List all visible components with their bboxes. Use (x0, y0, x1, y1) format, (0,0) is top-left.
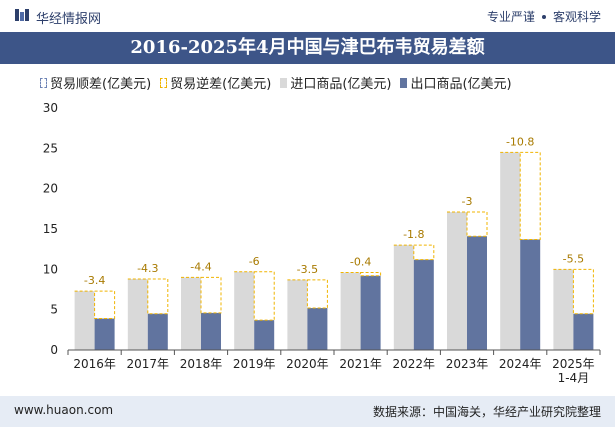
legend-item-surplus: 贸易顺差(亿美元) (40, 73, 151, 92)
import-bar (74, 291, 95, 350)
balance-box (253, 271, 275, 321)
y-tick-label: 10 (43, 262, 58, 276)
balance-data-label: -0.4 (350, 256, 371, 269)
balance-box (200, 276, 222, 314)
legend-swatch-import (280, 77, 288, 88)
balance-data-label: -3 (462, 195, 473, 208)
legend-item-deficit: 贸易逆差(亿美元) (160, 73, 271, 92)
export-bar (413, 259, 434, 350)
balance-box (519, 151, 541, 240)
balance-box (147, 278, 169, 315)
x-tick-label: 2022年 (393, 357, 436, 371)
x-tick-label: 1-4月 (558, 371, 590, 385)
y-tick-label: 0 (50, 343, 58, 357)
export-bar (254, 320, 275, 350)
balance-box (94, 290, 116, 320)
y-tick-label: 15 (43, 222, 58, 236)
slogan-right: 客观科学 (552, 10, 601, 24)
x-tick-label: 2021年 (339, 357, 382, 371)
export-bar (520, 239, 541, 350)
chart-title: 2016-2025年4月中国与津巴布韦贸易差额 (0, 32, 615, 64)
x-tick-label: 2017年 (127, 357, 170, 371)
balance-box (360, 272, 382, 277)
import-bar (447, 212, 467, 350)
x-tick-label: 2025年 (552, 357, 595, 371)
export-bar (467, 236, 487, 350)
balance-box (466, 211, 488, 237)
import-bar (340, 272, 361, 350)
legend-item-export: 出口商品(亿美元) (400, 73, 512, 92)
export-bar (201, 312, 221, 350)
y-tick-label: 5 (50, 303, 58, 317)
balance-data-label: -1.8 (403, 228, 424, 241)
legend-label-surplus: 贸易顺差(亿美元) (50, 77, 152, 92)
import-bar (287, 279, 308, 350)
export-bar (307, 308, 328, 350)
footer-source: 数据来源：中国海关，华经产业研究院整理 (372, 405, 601, 419)
export-bar (147, 313, 168, 350)
slogan-dot (541, 14, 546, 19)
balance-data-label: -4.4 (190, 260, 211, 273)
x-tick-label: 2018年 (180, 357, 223, 371)
import-bar (393, 245, 414, 350)
brand-name: 华经情报网 (36, 11, 102, 27)
slogan: 专业严谨 客观科学 (487, 8, 601, 25)
y-tick-label: 30 (43, 101, 58, 115)
import-bar (553, 269, 574, 350)
x-tick-label: 2016年 (73, 357, 116, 371)
legend-swatch-deficit (160, 77, 168, 88)
import-bar (234, 271, 255, 350)
balance-data-label: -6 (249, 255, 260, 268)
y-tick-label: 25 (43, 141, 58, 155)
balance-data-label: -4.3 (137, 262, 158, 275)
slogan-left: 专业严谨 (486, 10, 535, 24)
import-bar (181, 277, 201, 350)
footer: www.huaon.com 数据来源：中国海关，华经产业研究院整理 (0, 396, 615, 427)
bar-chart: 0 5 10 15 20 25 30 -3.4 2016年 -4.3 2017年 -4.4 2018年 -… (43, 101, 601, 385)
legend-label-import: 进口商品(亿美元) (290, 77, 392, 92)
legend-swatch-export (400, 77, 408, 88)
balance-data-label: -3.5 (297, 263, 318, 276)
export-bar (573, 313, 594, 350)
y-tick-label: 20 (43, 182, 58, 196)
x-tick-label: 2024年 (499, 357, 542, 371)
huajing-logo-icon (14, 7, 30, 27)
balance-box (572, 268, 594, 315)
balance-data-label: -10.8 (506, 135, 534, 148)
balance-box (306, 279, 328, 309)
balance-data-label: -5.5 (563, 252, 584, 265)
legend-item-import: 进口商品(亿美元) (280, 73, 391, 92)
balance-data-label: -3.4 (84, 274, 105, 287)
import-bar (127, 279, 148, 350)
top-bar: 华经情报网 专业严谨 客观科学 (0, 0, 615, 32)
x-tick-label: 2020年 (286, 357, 329, 371)
export-bar (94, 318, 115, 350)
footer-website[interactable]: www.huaon.com (14, 403, 114, 417)
legend-label-export: 出口商品(亿美元) (410, 77, 512, 92)
legend-swatch-surplus (40, 77, 47, 88)
export-bar (360, 275, 381, 350)
chart-legend: 贸易顺差(亿美元) 贸易逆差(亿美元) 进口商品(亿美元) 出口商品(亿美元) (40, 73, 521, 92)
legend-label-deficit: 贸易逆差(亿美元) (170, 77, 272, 92)
balance-box (413, 244, 435, 261)
import-bar (500, 152, 521, 350)
x-tick-label: 2023年 (446, 357, 489, 371)
x-tick-label: 2019年 (233, 357, 276, 371)
brand[interactable]: 华经情报网 (14, 7, 101, 27)
